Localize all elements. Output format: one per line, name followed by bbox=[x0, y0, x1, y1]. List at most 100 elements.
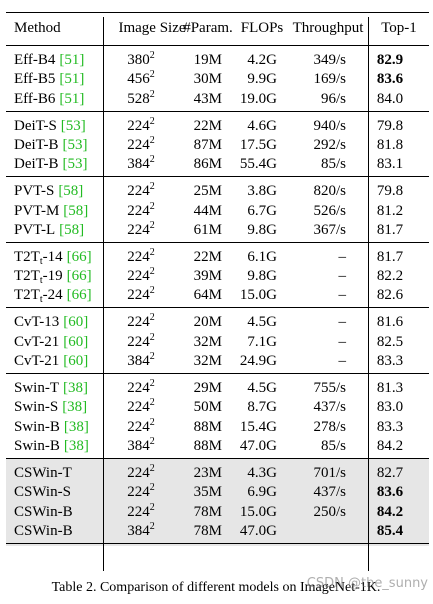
throughput: – bbox=[338, 287, 347, 304]
top1: 81.7 bbox=[376, 221, 404, 238]
method-cell: DeiT-B [53] bbox=[14, 136, 87, 154]
image-size-exponent: 2 bbox=[149, 378, 155, 389]
params: 23M bbox=[193, 464, 222, 481]
image-size-exponent: 2 bbox=[149, 285, 155, 297]
throughput: 526/s bbox=[313, 202, 346, 219]
image-size-exponent: 2 bbox=[149, 435, 155, 447]
citation: [60] bbox=[63, 353, 89, 369]
method-cell: PVT-S [58] bbox=[14, 182, 83, 200]
method-cell: Swin-S [38] bbox=[14, 398, 87, 416]
group-rule bbox=[6, 241, 429, 243]
flops: 7.1G bbox=[247, 333, 277, 350]
method-cell: CvT-21 [60] bbox=[14, 333, 88, 351]
method-cell: Swin-T [38] bbox=[14, 379, 88, 397]
image-size-base: 224 bbox=[127, 136, 150, 153]
params: 44M bbox=[193, 202, 222, 219]
image-size-exponent: 2 bbox=[149, 416, 155, 428]
citation: [66] bbox=[66, 248, 92, 265]
method-cell: Swin-B [38] bbox=[14, 418, 89, 436]
image-size-base: 224 bbox=[127, 287, 150, 304]
top1: 81.7 bbox=[376, 248, 404, 265]
citation: [38] bbox=[63, 418, 89, 435]
image-size-exponent: 2 bbox=[149, 154, 155, 166]
image-size: 2242 bbox=[127, 182, 155, 200]
image-size: 2242 bbox=[127, 115, 155, 135]
params: 50M bbox=[193, 399, 222, 416]
flops: 6.9G bbox=[247, 484, 277, 501]
params: 61M bbox=[193, 221, 222, 238]
method-name: CvT-21 bbox=[14, 353, 60, 369]
top1: 83.6 bbox=[376, 71, 404, 88]
params: 22M bbox=[193, 248, 222, 265]
citation: [58] bbox=[58, 183, 84, 200]
top1: 82.7 bbox=[376, 464, 404, 481]
image-size-exponent: 2 bbox=[149, 331, 155, 343]
flops: 8.7G bbox=[247, 399, 277, 416]
citation: [38] bbox=[63, 437, 89, 454]
image-size-base: 224 bbox=[127, 418, 150, 435]
method-cell: PVT-M [58] bbox=[14, 202, 88, 220]
params: 78M bbox=[193, 522, 222, 539]
citation: [38] bbox=[62, 399, 88, 416]
flops: 9.9G bbox=[247, 71, 277, 88]
throughput: 85/s bbox=[320, 437, 346, 454]
top1: 81.6 bbox=[376, 314, 404, 331]
header-rule bbox=[6, 45, 429, 46]
image-size-base: 224 bbox=[127, 183, 150, 200]
params: 25M bbox=[193, 183, 222, 200]
method-subscript: t bbox=[39, 275, 43, 287]
throughput: – bbox=[338, 268, 347, 285]
method-cell: PVT-L [58] bbox=[14, 221, 84, 239]
image-size-exponent: 2 bbox=[149, 312, 155, 324]
method-name: PVT-L bbox=[14, 221, 56, 238]
method-cell: T2Tt-19 [66] bbox=[14, 267, 92, 287]
top1: 82.2 bbox=[376, 268, 404, 285]
image-size: 2242 bbox=[127, 462, 155, 482]
citation: [51] bbox=[59, 71, 85, 88]
method-name: Swin-S bbox=[14, 399, 59, 416]
method-suffix: -24 bbox=[42, 287, 63, 304]
method-cell: CvT-21 [60] bbox=[14, 352, 88, 370]
image-size-base: 224 bbox=[127, 380, 150, 396]
throughput: 96/s bbox=[320, 90, 346, 107]
method-name: PVT-S bbox=[14, 183, 55, 200]
params: 39M bbox=[193, 268, 222, 285]
top1: 79.8 bbox=[376, 183, 404, 200]
method-name: CSWin-B bbox=[14, 522, 73, 539]
top-rule bbox=[6, 12, 429, 13]
method-cell: CSWin-B bbox=[14, 503, 73, 521]
image-size-exponent: 2 bbox=[149, 246, 155, 258]
image-size: 3842 bbox=[127, 155, 155, 173]
top1: 83.1 bbox=[376, 156, 404, 173]
image-size: 3842 bbox=[127, 352, 155, 370]
method-name: CvT-21 bbox=[14, 333, 60, 350]
citation: [66] bbox=[66, 268, 92, 285]
column-header: Image Size bbox=[118, 20, 186, 36]
image-size-base: 224 bbox=[127, 464, 150, 481]
citation: [51] bbox=[59, 90, 85, 107]
image-size: 2242 bbox=[127, 201, 155, 220]
image-size: 3802 bbox=[127, 51, 155, 69]
image-size: 2242 bbox=[127, 135, 155, 154]
throughput: 940/s bbox=[313, 117, 346, 134]
image-size-base: 224 bbox=[127, 399, 150, 416]
top1: 79.8 bbox=[376, 117, 404, 134]
method-name: DeiT-B bbox=[14, 156, 59, 173]
citation: [60] bbox=[63, 314, 89, 331]
image-size-exponent: 2 bbox=[149, 115, 155, 127]
group-rule bbox=[6, 373, 429, 374]
params: 78M bbox=[193, 503, 222, 520]
throughput: – bbox=[338, 353, 347, 369]
flops: 15.4G bbox=[239, 418, 277, 435]
flops: 4.5G bbox=[247, 314, 277, 331]
image-size-exponent: 2 bbox=[149, 462, 155, 474]
image-size-exponent: 2 bbox=[149, 181, 155, 193]
method-suffix: -19 bbox=[42, 268, 63, 285]
watermark: CSDN @the_sunny bbox=[306, 576, 428, 591]
image-size: 4562 bbox=[127, 70, 155, 88]
citation: [53] bbox=[62, 156, 88, 173]
image-size-base: 224 bbox=[127, 117, 150, 134]
image-size: 2242 bbox=[127, 220, 155, 239]
top1: 82.9 bbox=[376, 52, 404, 68]
image-size-base: 224 bbox=[127, 202, 150, 219]
